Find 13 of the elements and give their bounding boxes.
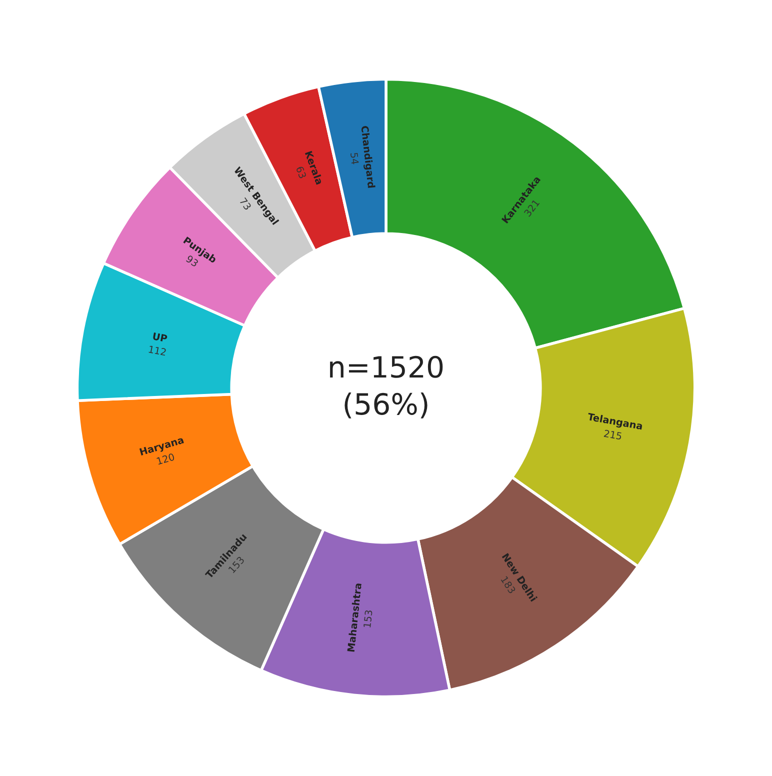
text: (56%) xyxy=(344,392,428,418)
slice-label: Kerala xyxy=(304,150,324,185)
data-label: 73 xyxy=(239,197,252,210)
slice-label: UP xyxy=(152,332,168,342)
slice-label: Chandigard xyxy=(359,126,376,188)
text: n=1520 xyxy=(330,356,443,378)
data-label: 112 xyxy=(148,345,166,356)
slice-label: Maharashtra xyxy=(346,583,362,652)
data-label: 153 xyxy=(363,610,372,628)
data-label: 63 xyxy=(296,166,307,179)
data-label: 120 xyxy=(156,452,175,465)
data-label: 215 xyxy=(604,430,622,440)
data-label: 54 xyxy=(350,152,359,164)
